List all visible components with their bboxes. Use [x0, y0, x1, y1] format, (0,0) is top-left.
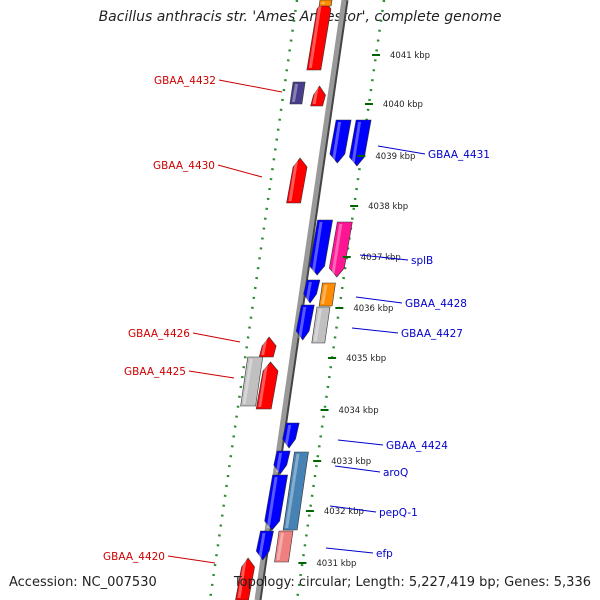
reverse-gene-label: GBAA_4425: [124, 366, 186, 378]
forward-gene-label: aroQ: [383, 467, 408, 479]
gene-arrow: [286, 157, 308, 204]
forward-label-leader: [355, 296, 403, 304]
forward-label-leader: [359, 254, 409, 261]
gene-highlight: [258, 533, 266, 558]
gene-arrow: [289, 81, 306, 105]
gene-highlight: [258, 364, 269, 407]
accession-text: Accession: NC_007530: [9, 575, 157, 590]
gene-arrow: [310, 85, 326, 107]
forward-label-leader: [329, 505, 377, 513]
kbp-tick-label: 4033 kbp: [331, 457, 371, 467]
gene-highlight: [237, 560, 247, 598]
gene-highlight: [313, 309, 322, 341]
gene-highlight: [331, 224, 343, 275]
forward-gene-label: GBAA_4431: [428, 149, 490, 161]
gene-highlight: [298, 307, 307, 338]
forward-label-leader: [325, 547, 374, 554]
kbp-tick-label: 4041 kbp: [390, 51, 430, 61]
reverse-gene-label: GBAA_4426: [128, 328, 190, 340]
reverse-gene-label: GBAA_4432: [154, 75, 216, 87]
gene-arrow: [282, 422, 300, 449]
gene-arrow: [329, 221, 353, 278]
gene-arrow: [303, 279, 321, 304]
gene-arrow: [295, 304, 315, 341]
forward-gene-label: GBAA_4427: [401, 328, 463, 340]
map-title: Bacillus anthracis str. 'Ames Ancestor',…: [98, 9, 502, 25]
gene-arrow: [273, 450, 291, 475]
kbp-tick-label: 4039 kbp: [375, 152, 415, 162]
forward-gene-label: splB: [411, 255, 433, 267]
gene-arrow: [329, 119, 352, 164]
gene-arrow: [255, 361, 279, 410]
gene-highlight: [285, 454, 300, 528]
gene-arrow: [318, 0, 333, 7]
gene-highlight: [261, 339, 268, 355]
gene-arrow: [240, 356, 264, 407]
reverse-label-leader: [167, 555, 216, 564]
gene-highlight: [284, 425, 292, 446]
reverse-gene-label: GBAA_4420: [103, 551, 165, 563]
kbp-tick-label: 4037 kbp: [361, 253, 401, 263]
gene-highlight: [288, 160, 299, 201]
reverse-label-leader: [217, 164, 263, 178]
gene-highlight: [266, 477, 278, 528]
gene-highlight: [311, 222, 323, 273]
forward-gene-label: GBAA_4428: [405, 298, 467, 310]
forward-label-leader: [334, 465, 381, 473]
gene-arrow: [235, 557, 255, 600]
reverse-gene-label: GBAA_4430: [153, 160, 215, 172]
gene-highlight: [305, 282, 312, 301]
forward-gene-label: pepQ-1: [379, 507, 418, 519]
kbp-tick-label: 4036 kbp: [353, 304, 393, 314]
gene-highlight: [242, 359, 253, 404]
gene-highlight: [308, 2, 322, 68]
forward-label-leader: [337, 439, 384, 446]
gene-highlight: [312, 88, 319, 104]
gene-highlight: [321, 285, 328, 304]
kbp-tick-label: 4040 kbp: [383, 100, 423, 110]
gene-highlight: [291, 84, 299, 102]
gene-highlight: [275, 453, 283, 472]
gene-highlight: [351, 122, 362, 164]
kbp-tick-label: 4031 kbp: [316, 559, 356, 569]
gene-arrow: [264, 474, 288, 531]
gene-arrow: [255, 530, 274, 561]
reverse-label-leader: [192, 332, 241, 343]
gene-arrow: [309, 219, 333, 276]
kbp-tick-label: 4032 kbp: [324, 507, 364, 517]
gene-arrow: [311, 306, 331, 344]
gene-highlight: [321, 2, 325, 4]
inner-dotted-track: [208, 0, 299, 600]
kbp-tick-label: 4038 kbp: [368, 202, 408, 212]
gene-arrow: [306, 0, 332, 71]
forward-label-leader: [377, 145, 426, 155]
gene-highlight: [331, 122, 342, 161]
kbp-tick-label: 4035 kbp: [346, 354, 386, 364]
outer-dotted-track: [295, 0, 386, 600]
reverse-label-leader: [218, 79, 283, 93]
gene-arrow: [274, 530, 294, 563]
forward-label-leader: [351, 327, 399, 334]
gene-arrow: [349, 119, 372, 167]
kbp-tick-label: 4034 kbp: [339, 406, 379, 416]
gene-highlight: [276, 533, 285, 560]
genome-summary-text: Topology: circular; Length: 5,227,419 bp…: [233, 575, 591, 590]
gene-arrow: [318, 282, 336, 307]
forward-gene-label: GBAA_4424: [386, 440, 448, 452]
reverse-label-leader: [188, 370, 235, 379]
gene-arrow: [282, 451, 309, 531]
gene-arrow: [258, 336, 277, 358]
forward-gene-label: efp: [376, 548, 393, 560]
